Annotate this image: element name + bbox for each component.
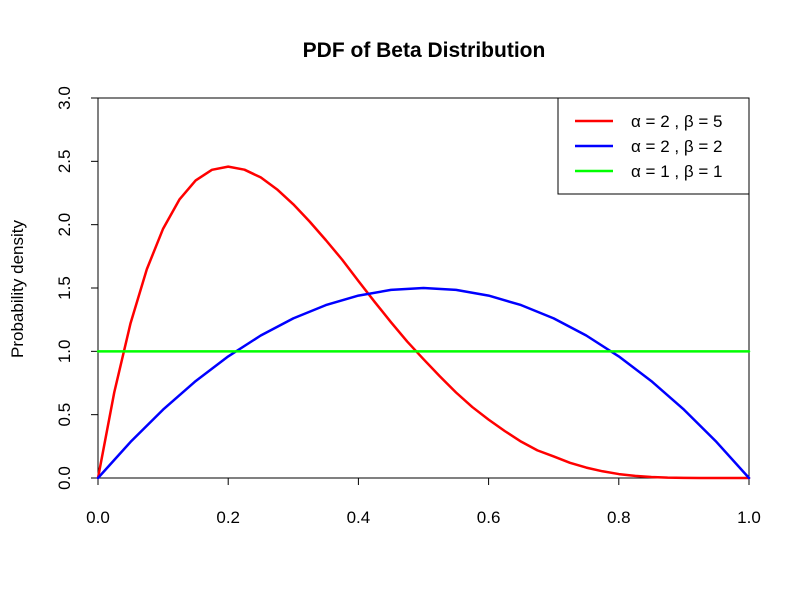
y-tick-label: 3.0 — [55, 86, 74, 110]
y-tick-label: 2.5 — [55, 150, 74, 174]
x-tick-label: 1.0 — [737, 508, 761, 527]
x-tick-label: 0.0 — [86, 508, 110, 527]
x-tick-label: 0.4 — [347, 508, 371, 527]
y-tick-label: 0.5 — [55, 403, 74, 427]
chart-title: PDF of Beta Distribution — [303, 39, 546, 62]
legend: α = 2 , β = 5 α = 2 , β = 2 α = 1 , β = 1 — [557, 97, 750, 195]
x-tick-label: 0.2 — [216, 508, 240, 527]
y-tick-label: 0.0 — [55, 466, 74, 490]
legend-label-1: α = 2 , β = 2 — [631, 137, 722, 156]
y-axis-label: Probability density — [8, 220, 27, 358]
x-tick-label: 0.8 — [607, 508, 631, 527]
y-tick-label: 1.0 — [55, 340, 74, 364]
y-axis: 0.0 0.5 1.0 1.5 2.0 2.5 3.0 — [55, 86, 99, 490]
series-line-0 — [96, 165, 751, 480]
series-layer — [96, 165, 751, 480]
legend-label-0: α = 2 , β = 5 — [631, 112, 722, 131]
series-line-1 — [96, 286, 751, 480]
y-tick-label: 2.0 — [55, 213, 74, 237]
x-axis: 0.0 0.2 0.4 0.6 0.8 1.0 — [86, 477, 761, 527]
x-tick-label: 0.6 — [477, 508, 501, 527]
y-tick-label: 1.5 — [55, 276, 74, 300]
legend-label-2: α = 1 , β = 1 — [631, 162, 722, 181]
